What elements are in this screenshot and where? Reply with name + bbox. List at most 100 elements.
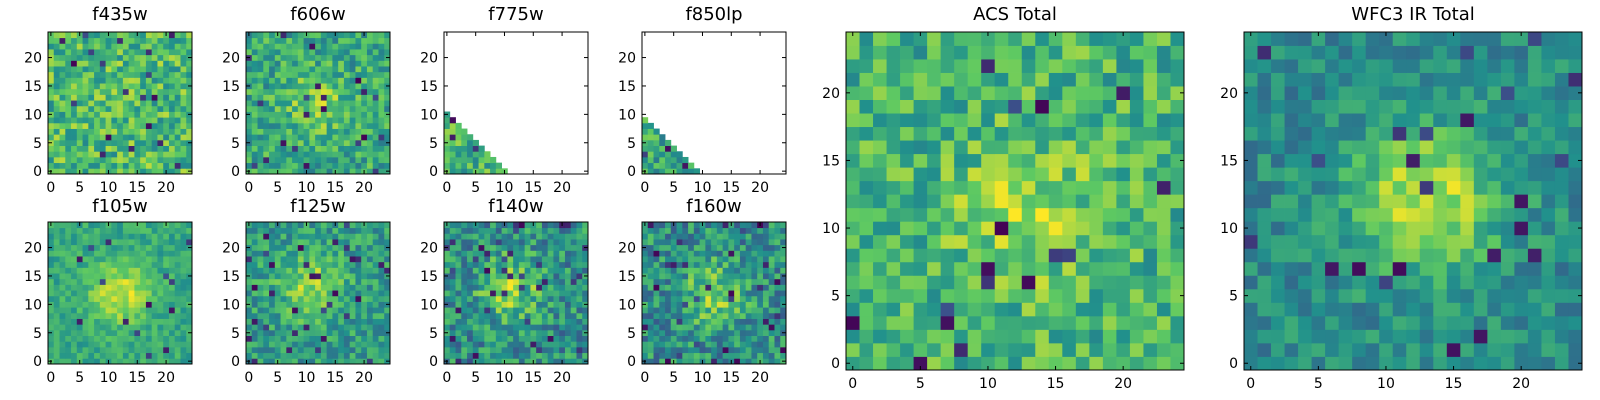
heatmap-cell: [490, 318, 497, 325]
heatmap-cell: [338, 352, 345, 359]
heatmap-cell: [886, 288, 901, 303]
heatmap-cell: [361, 105, 368, 112]
heatmap-cell: [1406, 275, 1421, 290]
heatmap-cell: [472, 324, 479, 331]
heatmap-cell: [1035, 315, 1050, 330]
heatmap-cell: [444, 156, 451, 164]
heatmap-cell: [900, 140, 914, 155]
heatmap-cell: [1089, 126, 1104, 141]
heatmap-cell: [263, 352, 270, 359]
heatmap-cell: [757, 324, 764, 331]
heatmap-cell: [734, 329, 741, 336]
heatmap-cell: [186, 105, 193, 112]
heatmap-cell: [384, 227, 391, 234]
heatmap-cells: [846, 32, 1185, 371]
heatmap-cell: [355, 71, 362, 78]
heatmap-cell: [1089, 315, 1104, 330]
panel-title: f606w: [290, 4, 345, 25]
heatmap-cell: [48, 250, 55, 257]
heatmap-cell: [1062, 329, 1077, 344]
heatmap-cell: [292, 37, 299, 44]
heatmap-cell: [251, 49, 258, 56]
heatmap-cell: [157, 111, 164, 118]
heatmap-cell: [774, 222, 781, 229]
heatmap-cell: [553, 307, 560, 314]
heatmap-cell: [734, 301, 741, 308]
heatmap-cell: [361, 66, 368, 73]
heatmap-cell: [117, 329, 124, 336]
heatmap-cell: [186, 267, 193, 274]
heatmap-cell: [257, 54, 264, 61]
heatmap-cell: [94, 239, 101, 246]
heatmap-cell: [82, 100, 89, 107]
heatmap-cell: [541, 346, 549, 354]
heatmap-cell: [940, 140, 955, 155]
heatmap-cell: [1156, 329, 1171, 344]
heatmap-cell: [1062, 140, 1077, 155]
heatmap-cell: [564, 244, 572, 251]
heatmap-cell: [263, 329, 270, 336]
heatmap-cell: [564, 290, 572, 297]
heatmap-cell: [180, 250, 187, 257]
heatmap-cell: [547, 256, 554, 263]
heatmap-cell: [280, 278, 287, 285]
heatmap-cell: [455, 352, 462, 359]
heatmap-cell: [940, 302, 955, 317]
heatmap-cell: [1021, 72, 1036, 87]
heatmap-cell: [297, 256, 304, 263]
heatmap-cell: [449, 335, 456, 342]
heatmap-cell: [151, 168, 158, 175]
heatmap-cell: [65, 267, 72, 274]
heatmap-cell: [647, 239, 654, 246]
heatmap-cell: [490, 162, 497, 169]
heatmap-cell: [716, 227, 724, 234]
heatmap-cell: [524, 329, 531, 336]
heatmap-cell: [134, 239, 141, 246]
heatmap-cell: [297, 278, 304, 285]
heatmap-cell: [145, 227, 153, 234]
heatmap-cell: [59, 256, 66, 263]
heatmap-cell: [117, 43, 124, 50]
axes-frame: [641, 221, 787, 365]
heatmap-cell: [315, 94, 322, 101]
heatmap-cell: [76, 329, 83, 336]
heatmap-cell: [455, 139, 462, 146]
heatmap-cell: [913, 221, 928, 236]
heatmap-cell: [1446, 302, 1461, 317]
heatmap-cell: [157, 318, 164, 325]
heatmap-cell: [151, 54, 158, 61]
heatmap-cell: [378, 66, 385, 73]
heatmap-cell: [372, 100, 379, 107]
heatmap-cell: [53, 233, 60, 240]
heatmap-cell: [757, 278, 764, 285]
heatmap-cell: [699, 295, 706, 302]
heatmap-cell: [257, 43, 264, 50]
heatmap-cell: [157, 122, 164, 129]
heatmap-cell: [349, 256, 356, 263]
heatmap-cell: [269, 335, 276, 342]
heatmap-cell: [309, 88, 316, 95]
heatmap-cell: [111, 312, 118, 319]
heatmap-cell: [1170, 113, 1185, 128]
heatmap-cell: [343, 139, 351, 146]
heatmap-cell: [1129, 32, 1144, 46]
heatmap-cell: [449, 151, 456, 158]
heatmap-cell: [734, 295, 741, 302]
heatmap-cell: [280, 168, 287, 175]
heatmap-cell: [274, 94, 281, 101]
heatmap-cell: [873, 45, 887, 60]
heatmap-cell: [1008, 99, 1023, 114]
heatmap-cell: [355, 244, 362, 251]
heatmap-cell: [653, 307, 660, 314]
heatmap-cell: [1035, 140, 1050, 155]
heatmap-cell: [676, 151, 683, 158]
heatmap-cell: [128, 60, 135, 67]
heatmap-cell: [467, 284, 474, 291]
heatmap-cell: [174, 267, 181, 274]
heatmap-cell: [180, 324, 187, 331]
heatmap-cell: [495, 250, 502, 257]
heatmap-cell: [65, 233, 72, 240]
heatmap-cell: [361, 261, 368, 268]
heatmap-cell: [1008, 234, 1023, 249]
heatmap-cell: [846, 315, 860, 330]
